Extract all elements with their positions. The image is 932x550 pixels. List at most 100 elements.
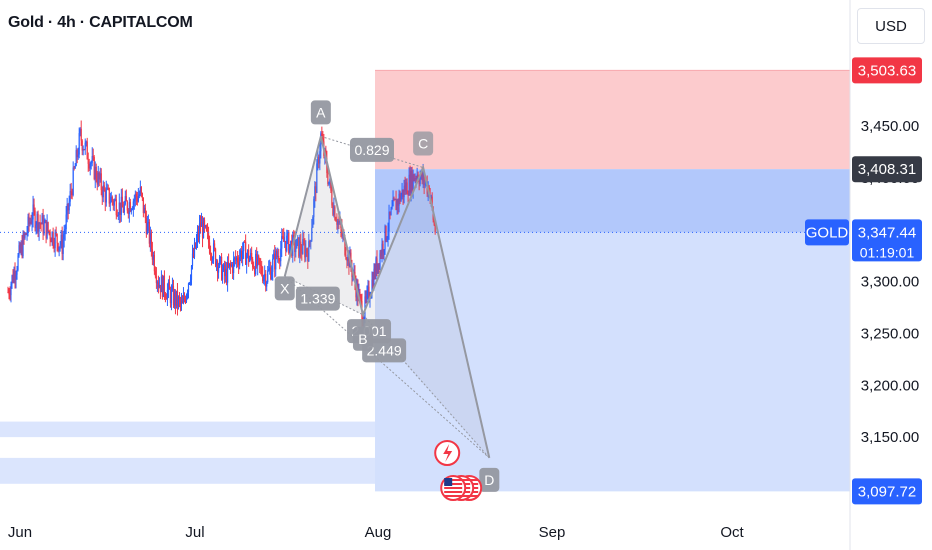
- candle-body: [392, 198, 394, 207]
- stop-loss-price-tag-bg: [852, 57, 922, 84]
- entry-price-tag-bg: [852, 156, 922, 183]
- candle-body: [42, 215, 44, 234]
- candle-body: [60, 234, 62, 245]
- candle-body: [189, 279, 192, 283]
- candle-body: [14, 271, 16, 280]
- symbol-tag: GOLD: [805, 219, 849, 246]
- candle-body: [314, 186, 316, 199]
- candle-body: [101, 190, 103, 198]
- candle-body: [73, 167, 75, 169]
- candle-body: [140, 187, 142, 194]
- candle-body: [266, 282, 268, 287]
- candle-body: [384, 225, 386, 250]
- currency-button[interactable]: USD: [857, 8, 925, 44]
- candle-body: [64, 229, 66, 235]
- candle-body: [134, 193, 136, 200]
- candle-body: [22, 234, 24, 257]
- candle-body: [424, 183, 426, 185]
- candle-body: [342, 233, 344, 236]
- candle-body: [180, 300, 183, 304]
- candle-body: [368, 286, 370, 301]
- candle-body: [239, 256, 241, 266]
- candle-body: [55, 232, 57, 235]
- candle-body: [201, 221, 204, 239]
- current-price-tag-bg: [852, 219, 922, 262]
- candle-body: [216, 261, 219, 273]
- candle-body: [157, 282, 160, 288]
- candle-body: [366, 290, 368, 299]
- candle-body: [103, 185, 105, 191]
- candle-body: [77, 154, 79, 158]
- candle-body: [35, 224, 37, 229]
- candle-body: [54, 232, 56, 249]
- pattern-point-d-text: D: [484, 472, 494, 488]
- candle-body: [172, 286, 175, 306]
- price-tick-label: 3,300.00: [861, 274, 919, 291]
- candle-body: [422, 173, 424, 181]
- candle-body: [70, 191, 72, 193]
- candle-body: [306, 248, 308, 253]
- candle-body: [415, 178, 417, 180]
- ratio-label-xb: 1.339: [295, 286, 340, 311]
- candle-body: [111, 196, 113, 202]
- candle-body: [128, 202, 130, 214]
- stop-loss-price-tag-text: 3,503.63: [858, 62, 916, 79]
- candle-body: [395, 199, 397, 211]
- candle-body: [272, 258, 274, 272]
- candle-body: [118, 202, 120, 215]
- candle-body: [313, 198, 315, 218]
- candle-body: [152, 255, 154, 260]
- candle-body: [144, 207, 146, 218]
- candle-body: [149, 233, 151, 244]
- candle-body: [300, 241, 302, 252]
- pattern-point-b: B: [352, 326, 373, 351]
- candle-body: [45, 220, 47, 239]
- candle-body: [24, 233, 26, 238]
- candle-body: [234, 257, 236, 259]
- candle-body: [262, 274, 264, 282]
- candle-body: [396, 200, 398, 211]
- candle-body: [100, 173, 102, 191]
- pattern-point-c-bg: [413, 131, 434, 156]
- candle-body: [404, 185, 406, 192]
- candle-body: [365, 296, 367, 299]
- candle-body: [304, 243, 306, 258]
- candle-body: [270, 267, 272, 280]
- candle-body: [240, 250, 242, 257]
- ratio-label-ac-text: 0.829: [354, 142, 389, 158]
- candle-body: [122, 207, 124, 213]
- candle-body: [82, 149, 84, 151]
- candle-body: [177, 297, 180, 307]
- candle-body: [66, 203, 68, 215]
- candle-body: [321, 133, 323, 139]
- candle-body: [98, 172, 100, 180]
- candle-body: [44, 220, 46, 223]
- candle-body: [359, 292, 361, 296]
- candle-body: [235, 257, 237, 261]
- candle-body: [25, 233, 27, 235]
- candle-body: [334, 206, 336, 220]
- candle-body: [276, 250, 278, 258]
- candle-body: [271, 271, 273, 280]
- candle-body: [295, 248, 297, 253]
- candle-body: [19, 245, 21, 252]
- pattern-point-a-bg: [310, 100, 331, 125]
- take-profit-price-tag-bg: [852, 478, 922, 505]
- candle-body: [112, 201, 114, 206]
- candle-body: [158, 285, 161, 288]
- candle-body: [105, 189, 107, 203]
- ratio-label-xb-bg: [295, 286, 340, 311]
- candle-body: [375, 258, 377, 277]
- candle-body: [153, 255, 155, 272]
- candle-body: [190, 265, 193, 280]
- candle-body: [53, 244, 55, 249]
- candle-body: [328, 181, 330, 185]
- candle-body: [43, 222, 45, 234]
- candle-body: [237, 257, 239, 263]
- candle-body: [335, 219, 337, 222]
- price-tick-label: 3,250.00: [861, 325, 919, 342]
- candle-body: [364, 296, 366, 318]
- candle-body: [138, 194, 140, 197]
